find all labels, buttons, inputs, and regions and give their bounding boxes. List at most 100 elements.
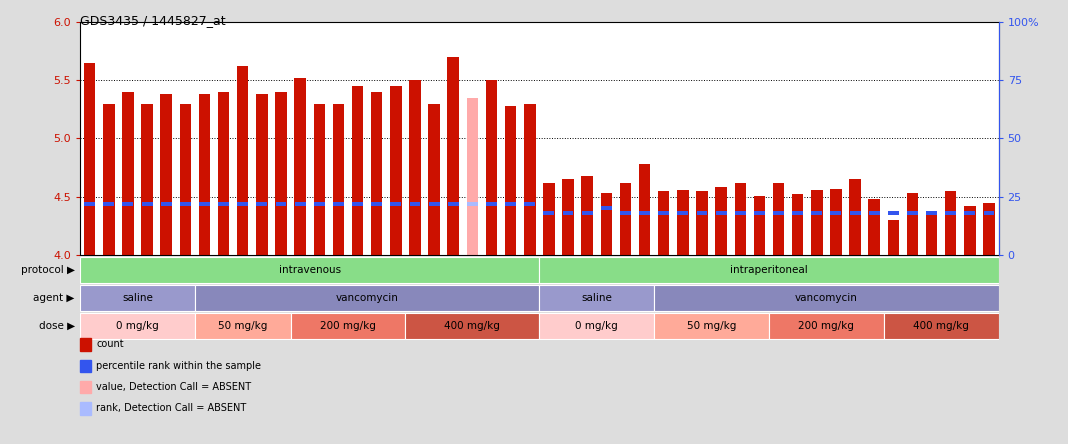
Text: 200 mg/kg: 200 mg/kg (799, 321, 854, 331)
Text: agent ▶: agent ▶ (33, 293, 75, 303)
Text: saline: saline (122, 293, 153, 303)
Bar (773, 183, 784, 255)
Bar (884, 313, 999, 339)
Bar (447, 57, 459, 255)
Bar (654, 285, 999, 311)
Bar (314, 103, 325, 255)
Bar (409, 80, 421, 255)
Bar (735, 183, 745, 255)
Bar (314, 202, 325, 206)
Bar (868, 211, 880, 215)
Bar (486, 80, 498, 255)
Bar (888, 220, 899, 255)
Text: count: count (96, 340, 124, 349)
Bar (80, 257, 539, 283)
Bar (639, 211, 650, 215)
Bar (582, 211, 593, 215)
Bar (295, 202, 305, 206)
Bar (831, 211, 842, 215)
Bar (256, 202, 267, 206)
Bar (295, 78, 305, 255)
Bar (964, 206, 976, 255)
Bar (926, 211, 937, 215)
Text: 200 mg/kg: 200 mg/kg (320, 321, 376, 331)
Bar (371, 92, 382, 255)
Bar (103, 103, 114, 255)
Bar (409, 202, 421, 206)
Text: vancomycin: vancomycin (795, 293, 858, 303)
Bar (716, 211, 726, 215)
Bar (467, 202, 477, 206)
Text: 0 mg/kg: 0 mg/kg (576, 321, 618, 331)
Bar (792, 211, 803, 215)
Bar (735, 211, 745, 215)
Bar (218, 92, 230, 255)
Bar (256, 94, 268, 255)
Bar (849, 179, 861, 255)
Bar (539, 313, 654, 339)
Bar (351, 86, 363, 255)
Bar (390, 86, 402, 255)
Bar (524, 202, 535, 206)
Bar (524, 103, 535, 255)
Bar (122, 92, 134, 255)
Bar (888, 211, 899, 215)
Bar (544, 183, 554, 255)
Bar (811, 190, 822, 255)
Bar (830, 189, 842, 255)
Text: 0 mg/kg: 0 mg/kg (116, 321, 159, 331)
Bar (505, 106, 516, 255)
Bar (179, 202, 191, 206)
Bar (562, 179, 574, 255)
Bar (194, 313, 290, 339)
Text: GDS3435 / 1445827_at: GDS3435 / 1445827_at (80, 14, 225, 27)
Bar (333, 202, 344, 206)
Text: percentile rank within the sample: percentile rank within the sample (96, 361, 261, 371)
Bar (773, 211, 784, 215)
Text: protocol ▶: protocol ▶ (20, 265, 75, 275)
Bar (539, 285, 654, 311)
Bar (907, 211, 917, 215)
Bar (276, 92, 286, 255)
Bar (984, 202, 994, 255)
Bar (754, 196, 765, 255)
Bar (544, 211, 554, 215)
Bar (391, 202, 402, 206)
Bar (926, 211, 938, 255)
Text: vancomycin: vancomycin (335, 293, 398, 303)
Bar (276, 202, 286, 206)
Bar (141, 103, 153, 255)
Bar (696, 211, 707, 215)
Text: dose ▶: dose ▶ (38, 321, 75, 331)
Bar (194, 285, 539, 311)
Bar (619, 183, 631, 255)
Bar (716, 187, 727, 255)
Bar (658, 191, 670, 255)
Bar (984, 211, 994, 215)
Bar (218, 202, 229, 206)
Bar (104, 202, 114, 206)
Bar (945, 211, 956, 215)
Text: intravenous: intravenous (279, 265, 341, 275)
Bar (372, 202, 382, 206)
Bar (142, 202, 153, 206)
Bar (601, 206, 612, 210)
Bar (654, 313, 769, 339)
Bar (447, 202, 458, 206)
Text: intraperitoneal: intraperitoneal (731, 265, 807, 275)
Bar (677, 211, 688, 215)
Bar (199, 94, 210, 255)
Bar (428, 103, 440, 255)
Bar (907, 193, 918, 255)
Bar (639, 164, 650, 255)
Bar (600, 193, 612, 255)
Bar (812, 211, 822, 215)
Bar (769, 313, 883, 339)
Bar (850, 211, 861, 215)
Bar (467, 98, 478, 255)
Bar (237, 202, 248, 206)
Bar (792, 194, 803, 255)
Text: value, Detection Call = ABSENT: value, Detection Call = ABSENT (96, 382, 251, 392)
Bar (84, 202, 95, 206)
Bar (80, 285, 194, 311)
